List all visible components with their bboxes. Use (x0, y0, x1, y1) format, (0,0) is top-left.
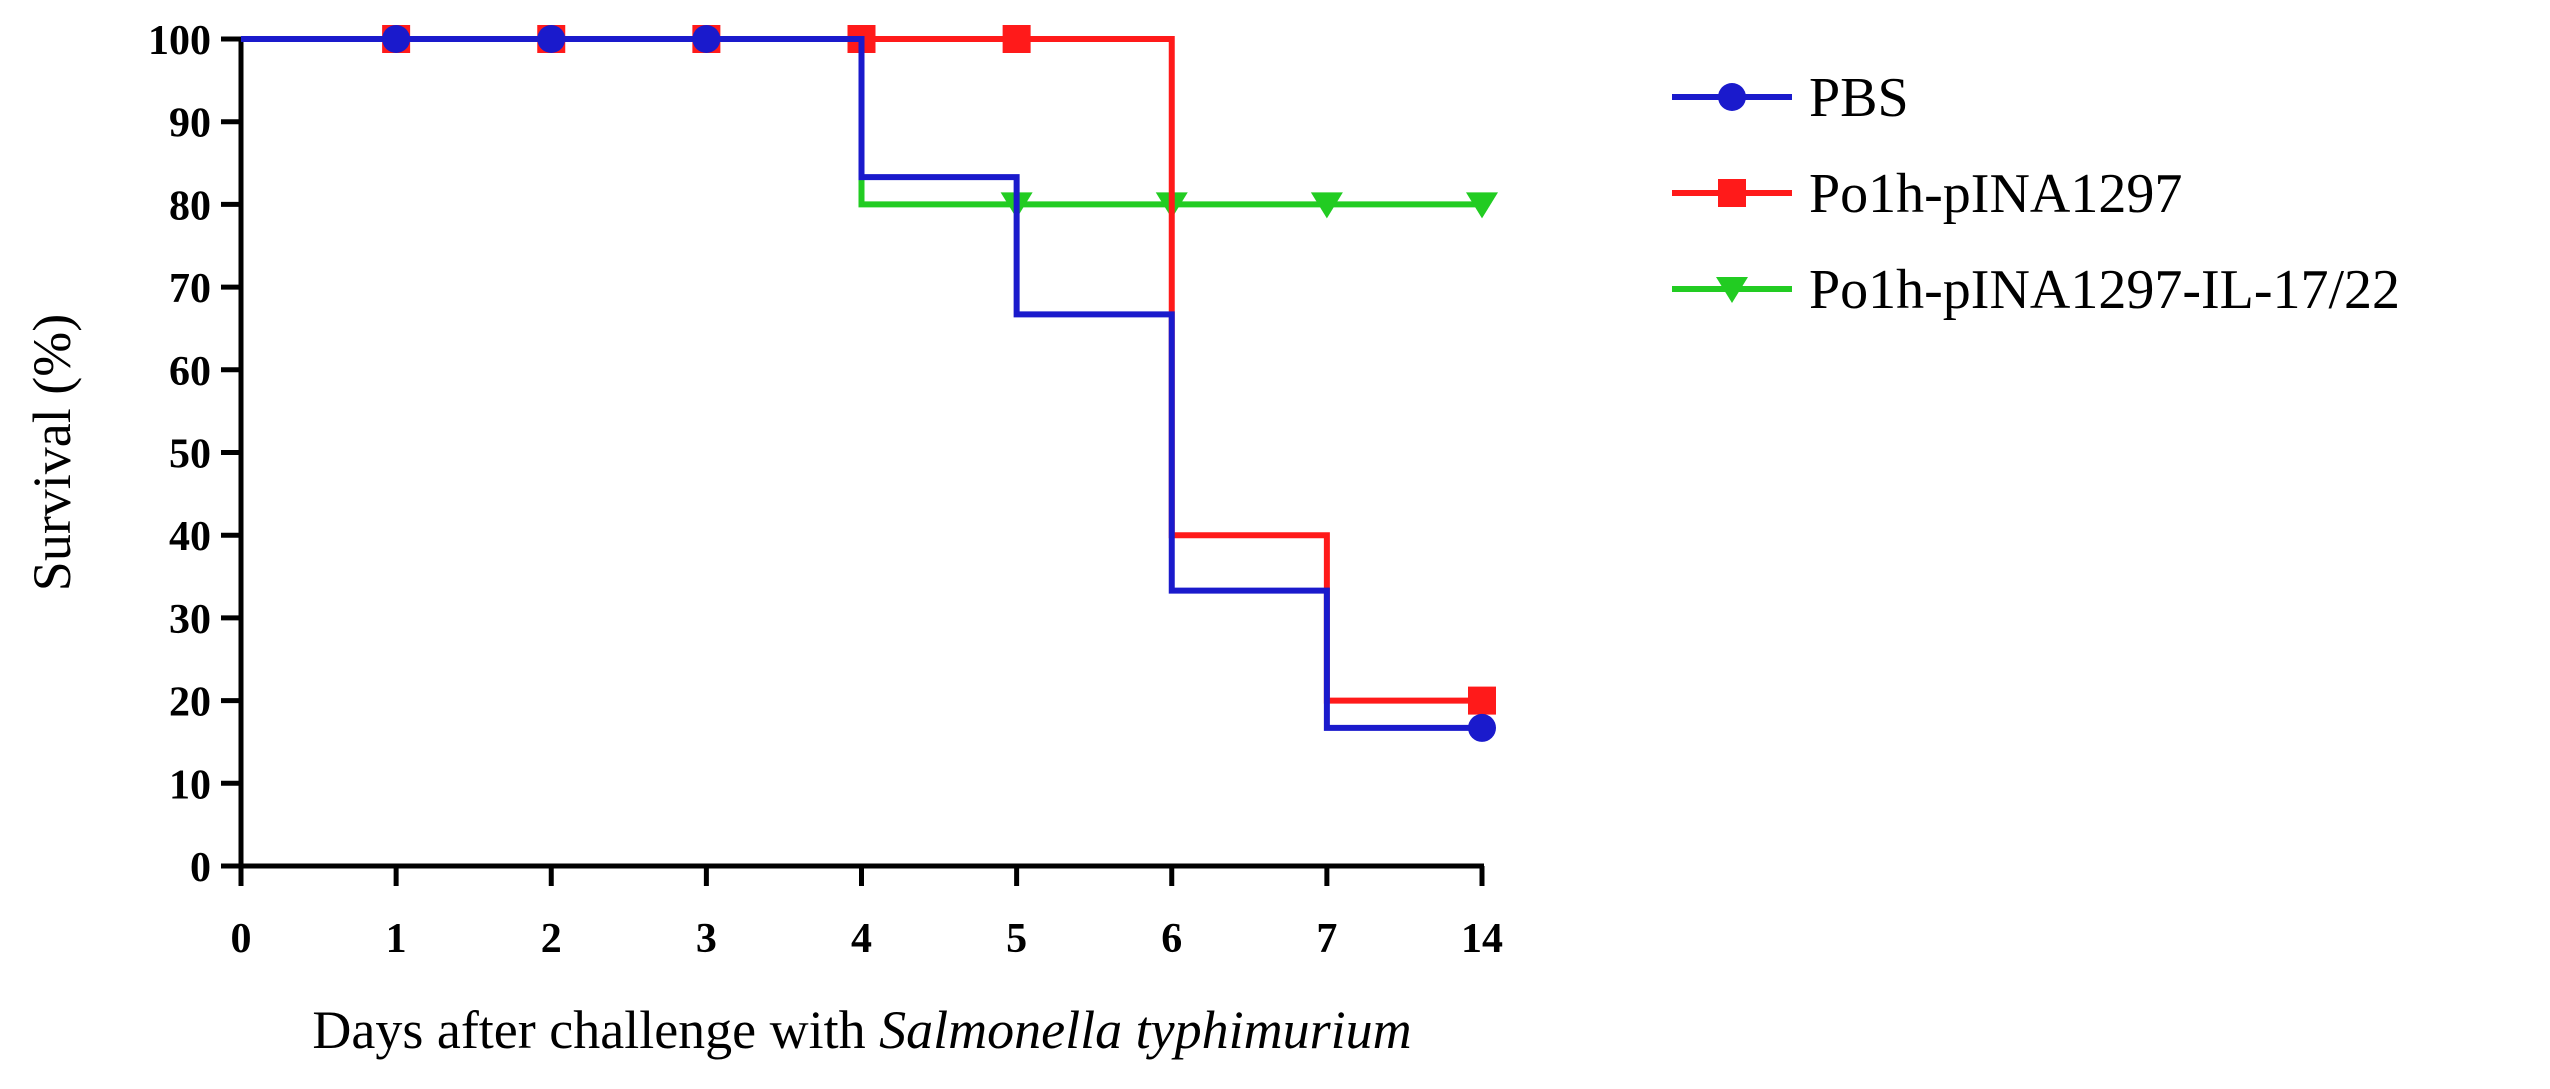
y-tick-label: 0 (190, 845, 211, 891)
y-axis-title: Survival (%) (22, 314, 82, 591)
legend-marker (1718, 179, 1746, 207)
legend-marker (1718, 83, 1746, 111)
legend-item-po1h-pina1297-il-17-22: Po1h-pINA1297-IL-17/22 (1672, 259, 2400, 321)
data-point-pbs (382, 25, 411, 53)
data-point-po1h-pina1297-il-17-22 (1466, 192, 1498, 219)
y-tick-label: 50 (169, 432, 211, 478)
x-axis-title: Days after challenge with Salmonella typ… (312, 1000, 1411, 1060)
legend-item-pbs: PBS (1672, 67, 1909, 129)
legend: PBS Po1h-pINA1297 Po1h-pINA1297-IL-17/22 (1672, 67, 2400, 321)
data-point-po1h-pina1297 (1002, 25, 1031, 53)
y-tick-label: 80 (169, 183, 211, 229)
series-po1h-pina1297-il-17-22 (241, 36, 1498, 219)
data-point-pbs (1468, 713, 1496, 742)
y-tick-label: 30 (169, 597, 211, 643)
x-tick-label: 4 (851, 916, 872, 962)
x-tick-label: 5 (1006, 916, 1027, 962)
y-tick-label: 60 (169, 349, 211, 395)
y-tick-label: 10 (169, 762, 211, 808)
x-axis-title-organism: Salmonella typhimurium (879, 1000, 1411, 1060)
x-axis-title-prefix: Days after challenge with (312, 1000, 879, 1060)
x-tick-label: 2 (541, 916, 562, 962)
data-point-pbs (537, 25, 566, 53)
y-tick-label: 20 (169, 680, 211, 726)
x-ticks: 0 1 2 3 4 5 6 7 14 (231, 866, 1503, 962)
legend-label: Po1h-pINA1297 (1809, 163, 2182, 225)
legend-label: Po1h-pINA1297-IL-17/22 (1809, 259, 2400, 321)
series-pbs (241, 25, 1496, 742)
x-tick-label: 1 (386, 916, 407, 962)
x-tick-label: 3 (696, 916, 717, 962)
x-tick-label: 14 (1461, 916, 1503, 962)
data-point-po1h-pina1297 (1468, 686, 1496, 715)
series-po1h-pina1297 (241, 25, 1496, 715)
series (241, 25, 1498, 742)
y-tick-label: 100 (148, 18, 211, 64)
series-line-pbs (241, 36, 1482, 731)
y-tick-label: 40 (169, 514, 211, 560)
x-tick-label: 0 (231, 916, 252, 962)
x-tick-label: 7 (1316, 916, 1337, 962)
data-point-po1h-pina1297-il-17-22 (1310, 192, 1343, 219)
y-ticks: 0 10 20 30 40 50 60 70 80 90 100 (148, 18, 241, 891)
legend-label: PBS (1809, 67, 1909, 129)
data-point-pbs (692, 25, 721, 53)
x-tick-label: 6 (1161, 916, 1182, 962)
y-tick-label: 90 (169, 101, 211, 147)
legend-item-po1h-pina1297: Po1h-pINA1297 (1672, 163, 2182, 225)
legend-marker (1716, 277, 1748, 303)
y-tick-label: 70 (169, 266, 211, 312)
